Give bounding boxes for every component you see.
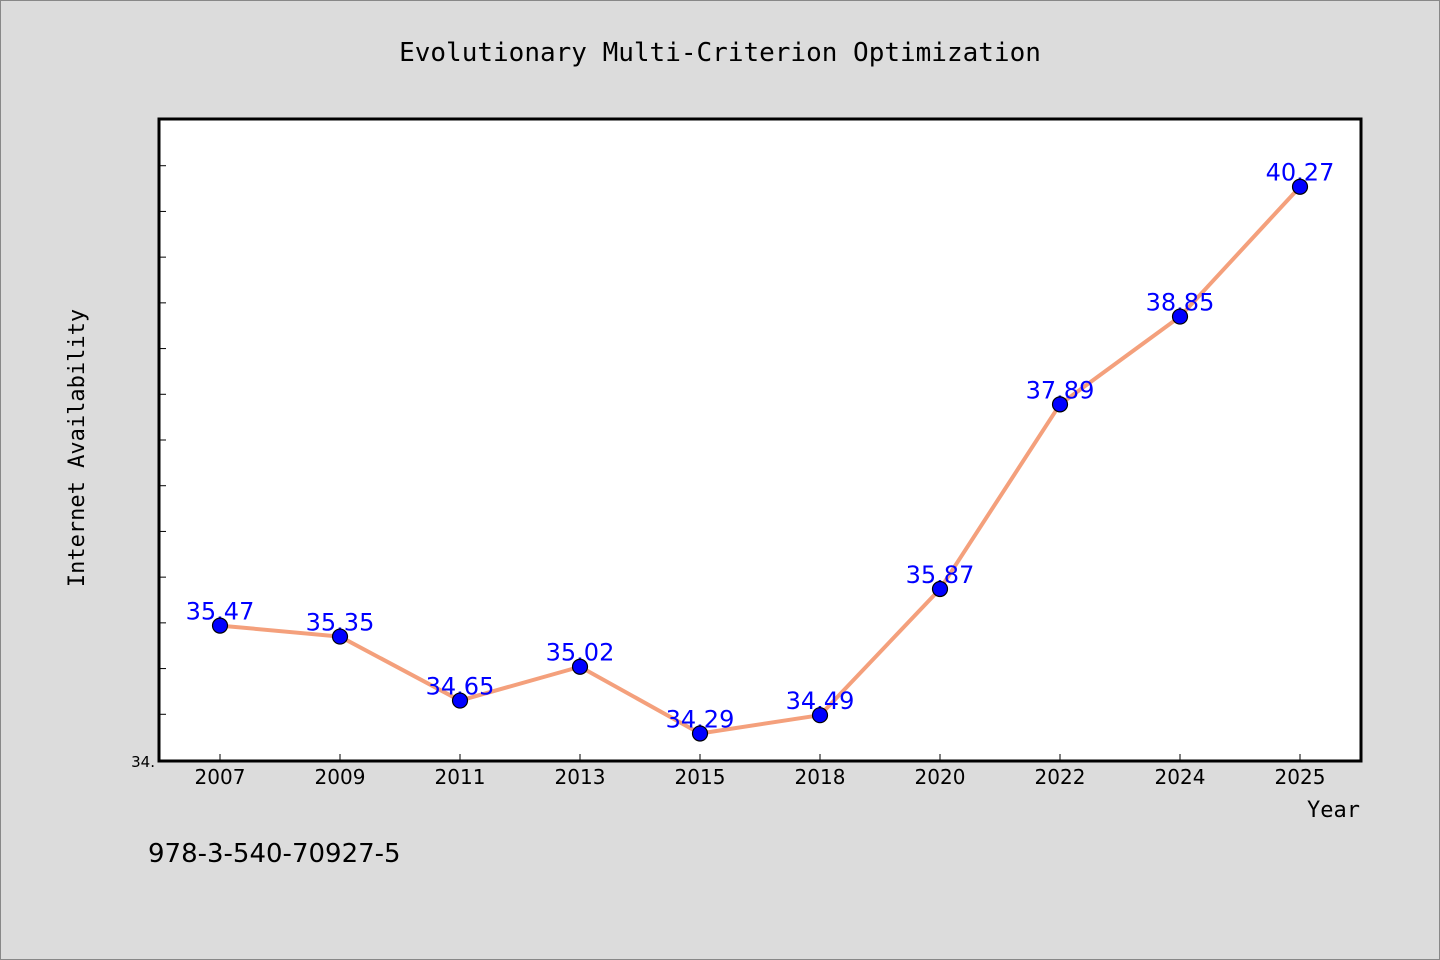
y-tick-label: 34. bbox=[131, 753, 155, 771]
x-tick-label: 2011 bbox=[435, 765, 486, 789]
y-axis-ticks bbox=[160, 119, 166, 761]
data-point bbox=[1051, 396, 1069, 413]
isbn-footer: 978-3-540-70927-5 bbox=[148, 839, 401, 869]
x-tick-label: 2024 bbox=[1155, 765, 1206, 789]
x-axis-ticks bbox=[219, 754, 1301, 760]
chart-title: Evolutionary Multi-Criterion Optimizatio… bbox=[399, 38, 1041, 68]
data-point bbox=[811, 707, 829, 724]
x-tick-label: 2020 bbox=[915, 765, 966, 789]
plot-area bbox=[157, 117, 1363, 763]
x-axis-label: Year bbox=[1307, 798, 1360, 823]
data-point bbox=[331, 628, 349, 645]
x-tick-label: 2015 bbox=[675, 765, 726, 789]
x-tick-label: 2013 bbox=[555, 765, 606, 789]
data-point bbox=[211, 617, 229, 634]
x-tick-label: 2022 bbox=[1035, 765, 1086, 789]
x-tick-labels: 2007 2009 2011 2013 2015 2018 2020 2022 2024 2025 bbox=[195, 765, 1326, 789]
data-point bbox=[1171, 308, 1189, 325]
data-point bbox=[931, 580, 949, 598]
x-tick-label: 2007 bbox=[195, 765, 246, 789]
series-group: 35.47 35.3534.6535.0234.2934.4935.8737.89… bbox=[186, 159, 1334, 742]
x-tick-label: 2018 bbox=[795, 765, 846, 789]
data-point bbox=[451, 692, 469, 709]
series-line bbox=[219, 185, 1302, 736]
x-tick-label: 2025 bbox=[1275, 765, 1326, 789]
data-point bbox=[571, 658, 589, 675]
y-axis-label: Internet Availability bbox=[65, 309, 90, 587]
data-point bbox=[691, 725, 709, 742]
x-tick-label: 2009 bbox=[315, 765, 366, 789]
data-point bbox=[1291, 178, 1309, 195]
